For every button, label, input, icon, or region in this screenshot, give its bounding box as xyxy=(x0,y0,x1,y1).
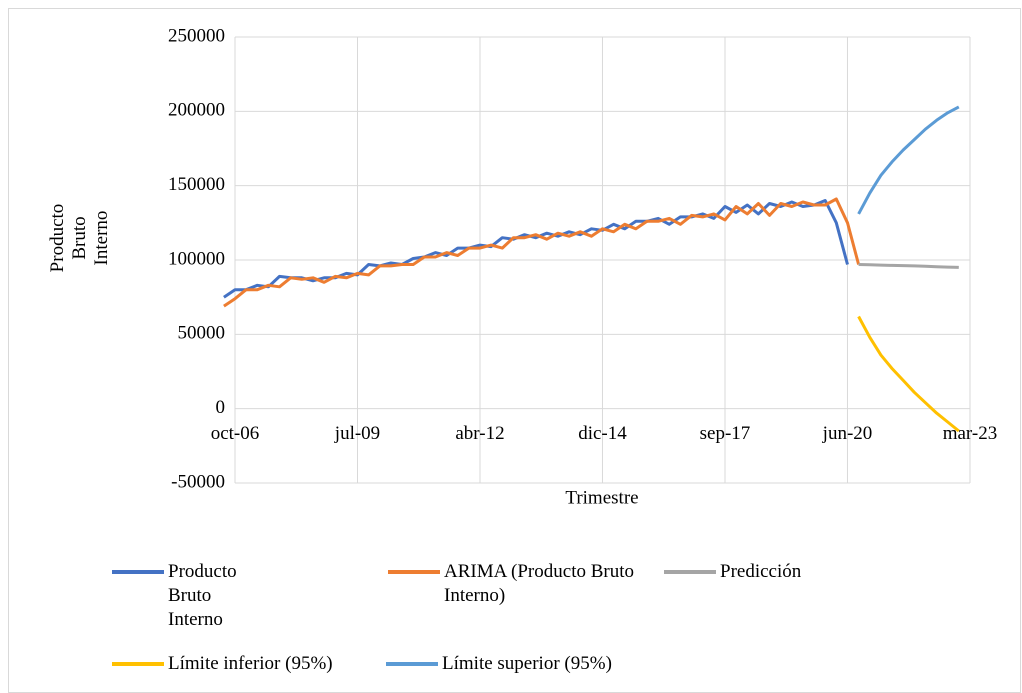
y-tick-label: 250000 xyxy=(168,25,225,46)
legend-swatch xyxy=(664,570,716,574)
y-tick-label: 50000 xyxy=(178,323,226,344)
x-tick-label: jul-09 xyxy=(334,423,380,444)
x-tick-label: jun-20 xyxy=(822,423,873,444)
y-tick-label: 200000 xyxy=(168,100,225,121)
x-tick-label: abr-12 xyxy=(455,423,504,444)
x-tick-label: oct-06 xyxy=(211,423,260,444)
legend-swatch xyxy=(112,570,164,574)
legend-label: Límite superior (95%) xyxy=(442,653,612,674)
legend-swatch xyxy=(386,662,438,666)
y-tick-label: 150000 xyxy=(168,174,225,195)
legend-label: Predicción xyxy=(720,561,802,582)
y-tick-label: -50000 xyxy=(171,471,225,492)
legend-label: Producto Bruto Interno xyxy=(168,561,237,630)
legend-item: Producto Bruto Interno xyxy=(112,560,268,632)
series-line xyxy=(223,199,849,299)
legend-item: ARIMA (Producto Bruto Interno) xyxy=(388,560,654,608)
legend-label: ARIMA (Producto Bruto Interno) xyxy=(444,561,634,606)
series-line xyxy=(858,263,959,269)
legend-label: Límite inferior (95%) xyxy=(168,653,333,674)
legend-swatch xyxy=(112,662,164,666)
series-line xyxy=(857,315,960,433)
x-tick-label: dic-14 xyxy=(578,423,627,444)
series-line xyxy=(857,105,960,215)
y-tick-label: 0 xyxy=(216,397,226,418)
legend-item: Predicción xyxy=(664,560,920,584)
y-tick-label: 100000 xyxy=(168,248,225,269)
y-axis-label: Producto Bruto Interno xyxy=(47,203,112,273)
series-line xyxy=(223,197,861,308)
legend-swatch xyxy=(388,570,440,574)
x-tick-label: sep-17 xyxy=(700,423,751,444)
legend-item: Límite superior (95%) xyxy=(386,652,742,676)
x-axis-label: Trimestre xyxy=(565,487,638,508)
legend-item: Límite inferior (95%) xyxy=(112,652,428,676)
x-tick-label: mar-23 xyxy=(943,423,998,444)
